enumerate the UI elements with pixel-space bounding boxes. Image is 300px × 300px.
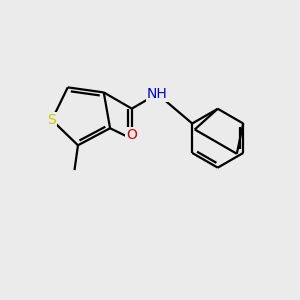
Text: O: O [126, 128, 137, 142]
Text: NH: NH [147, 87, 168, 101]
Text: S: S [47, 113, 56, 127]
